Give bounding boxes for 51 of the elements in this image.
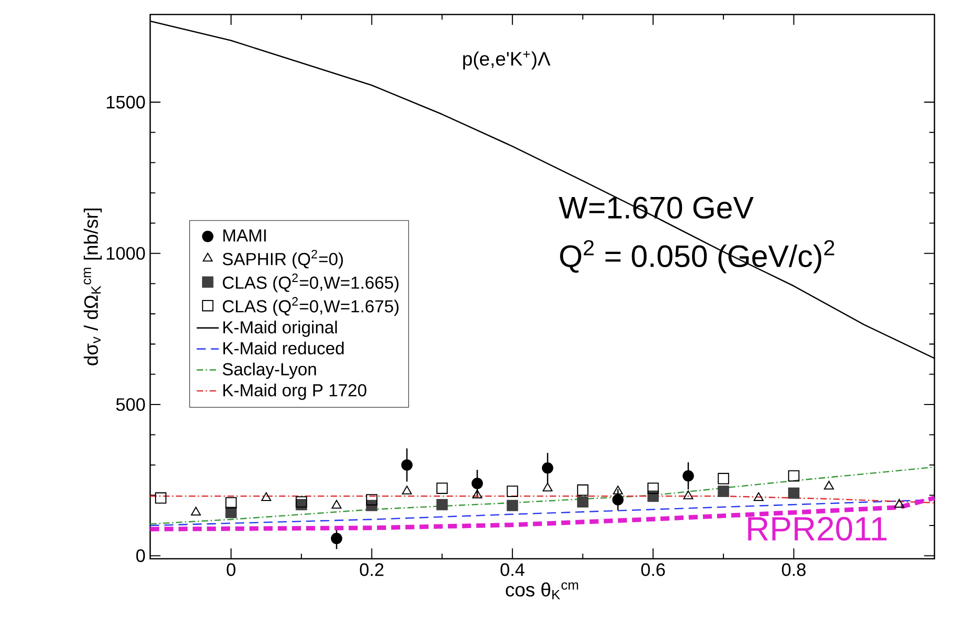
text: p(e,e'K$^{+}$)Λ xyxy=(463,50,550,70)
point xyxy=(718,472,730,484)
point xyxy=(788,487,800,499)
point xyxy=(190,506,201,516)
point xyxy=(155,492,166,504)
point xyxy=(472,478,483,489)
legend-label: CLAS (Q$^{2}$=0,W=1.675) xyxy=(222,296,398,316)
y-tick-label: 500 xyxy=(116,398,145,411)
point xyxy=(402,485,412,494)
point xyxy=(612,494,624,506)
point xyxy=(225,496,237,508)
x-tick-label: 0.8 xyxy=(782,563,806,576)
point xyxy=(647,482,659,494)
point xyxy=(788,470,800,482)
y-tick-label: 1000 xyxy=(106,246,145,260)
point xyxy=(718,485,730,497)
legend-label: SAPHIR (Q$^{2}$=0) xyxy=(222,250,343,269)
point xyxy=(754,492,764,501)
legend-label: K-Maid org P 1720 xyxy=(223,383,366,400)
point xyxy=(542,462,554,474)
legend-label: Saclay-Lyon xyxy=(222,362,316,379)
x-tick-label: 0.2 xyxy=(360,563,384,576)
point xyxy=(506,485,518,497)
legend-label: K-Maid original xyxy=(223,320,337,337)
x-axis-title: cos θ$_{K}$cm xyxy=(506,582,578,600)
point xyxy=(506,500,518,512)
point xyxy=(332,500,342,508)
legend-label: K-Maid reduced xyxy=(223,342,344,354)
point xyxy=(296,496,308,508)
point xyxy=(261,492,272,501)
legend-label: MAMI xyxy=(223,229,266,242)
legend-label: CLAS (Q$^{2}$=0,W=1.665) xyxy=(222,273,398,292)
y-tick-label: 1500 xyxy=(106,96,145,108)
point xyxy=(894,498,904,508)
y-axis-title: dσ$_{v}$ / dΩ$_{K}$$^{cm}$ [nb/sr] xyxy=(84,208,102,366)
point xyxy=(330,532,342,544)
point xyxy=(612,485,623,494)
point xyxy=(577,484,588,496)
x-tick-label: 0 xyxy=(226,563,236,576)
point xyxy=(436,482,448,494)
point xyxy=(824,480,834,490)
point xyxy=(366,494,378,506)
x-tick-label: 0.4 xyxy=(500,563,524,576)
point xyxy=(472,489,482,498)
y-tick-label: 0 xyxy=(136,549,145,562)
point xyxy=(577,496,588,508)
annotation: RPR2011 xyxy=(748,516,887,541)
point xyxy=(401,459,413,471)
point xyxy=(436,498,448,510)
point xyxy=(682,470,694,482)
x-tick-label: 0.6 xyxy=(641,563,665,576)
